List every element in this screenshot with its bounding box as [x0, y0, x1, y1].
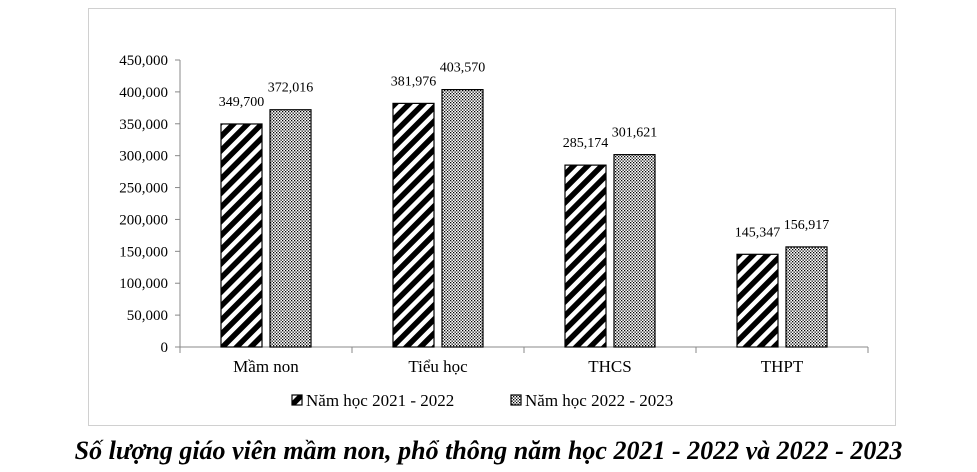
bar: [785, 246, 828, 348]
data-label: 403,570: [440, 61, 486, 76]
y-tick-label: 200,000: [119, 212, 168, 228]
bar: [220, 123, 263, 348]
data-label: 372,016: [268, 81, 314, 96]
x-tick-label: THPT: [761, 357, 804, 376]
data-label: 301,621: [612, 126, 658, 141]
bars: [220, 89, 828, 348]
legend: Năm học 2021 - 2022 Năm học 2022 - 2023: [291, 391, 673, 410]
y-tick-label: 50,000: [127, 308, 168, 324]
data-label: 285,174: [563, 136, 609, 151]
bar: [613, 154, 656, 348]
y-tick-label: 250,000: [119, 181, 168, 197]
y-axis: 0 50,000 100,000 150,000 200,000 250,000 300,0…: [119, 53, 181, 356]
legend-label: Năm học 2021 - 2022: [306, 391, 454, 410]
x-tick-label: Mầm non: [233, 357, 299, 376]
bar: [564, 164, 607, 348]
y-tick-label: 300,000: [119, 149, 168, 165]
legend-swatch: [291, 394, 303, 406]
y-tick-label: 350,000: [119, 117, 168, 133]
y-tick-label: 0: [161, 340, 169, 356]
bar: [441, 89, 484, 348]
y-tick-label: 100,000: [119, 276, 168, 292]
bar: [269, 109, 312, 348]
data-label: 145,347: [735, 225, 781, 240]
bar: [736, 253, 779, 348]
data-label: 381,976: [391, 74, 437, 89]
chart: 0 50,000 100,000 150,000 200,000 250,000 300,0…: [88, 8, 896, 426]
y-tick-label: 450,000: [119, 53, 168, 69]
x-tick-label: Tiểu học: [408, 357, 468, 376]
y-tick-label: 400,000: [119, 85, 168, 101]
data-label: 156,917: [784, 218, 830, 233]
x-axis: Mầm non Tiểu học THCS THPT: [179, 346, 869, 376]
y-tick-label: 150,000: [119, 244, 168, 260]
value-labels: 349,700 381,976 285,174 145,347 372,016 403,5…: [219, 61, 830, 241]
legend-label: Năm học 2022 - 2023: [525, 391, 673, 410]
data-label: 349,700: [219, 95, 265, 110]
x-tick-label: THCS: [588, 357, 631, 376]
chart-caption: Số lượng giáo viên mầm non, phổ thông nă…: [74, 436, 903, 465]
bar: [392, 102, 435, 348]
legend-swatch: [510, 394, 522, 406]
